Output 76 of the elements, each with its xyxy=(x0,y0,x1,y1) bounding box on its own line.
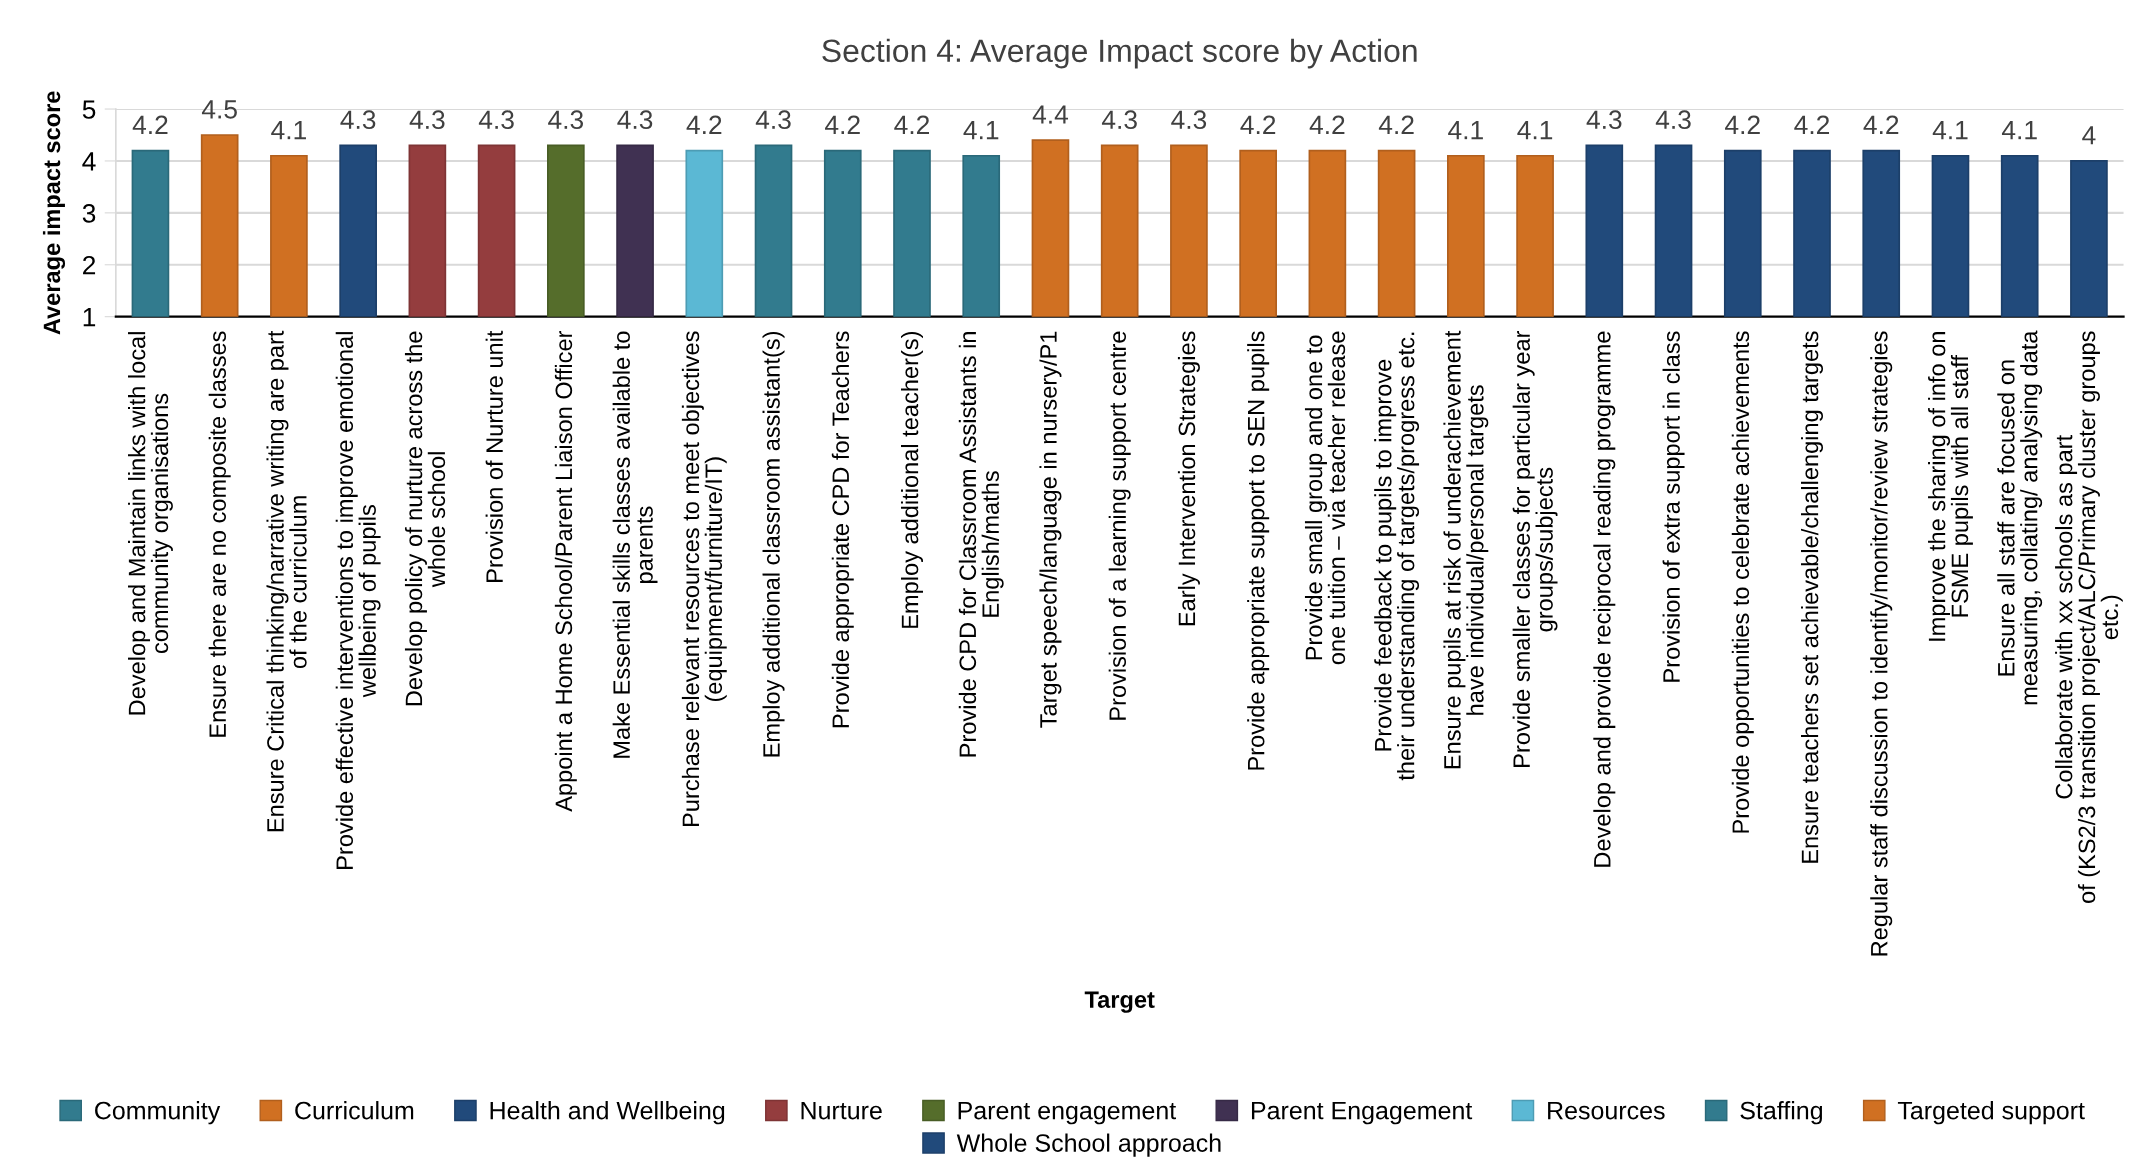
x-tick-label: Ensure Critical thinking/narrative writing are part of the curriculum xyxy=(266,330,307,832)
y-tick-label: 3 xyxy=(82,203,96,223)
data-label: 4.2 xyxy=(686,115,722,134)
legend-label: Parent Engagement xyxy=(1251,1101,1473,1125)
data-label: 4.3 xyxy=(1655,110,1691,130)
x-tick-label: Improve the sharing of info on FSME pupils with all staff xyxy=(1928,332,1973,641)
x-tick-label: Collaborate with xx schools as part of (KS2/3 transition project/ALC/Primary cluster groups etc.) xyxy=(2055,331,2123,903)
data-label: 4.3 xyxy=(1586,110,1622,130)
data-label: 4.1 xyxy=(271,121,306,140)
legend-label: Resources xyxy=(1548,1101,1665,1120)
x-tick-label: Provide feedback to pupils to improve their understanding of targets/progress etc. xyxy=(1374,332,1420,781)
x-tick-label: Provide opportunities to celebrate achievements xyxy=(1731,331,1754,833)
legend-label: Curriculum xyxy=(295,1101,414,1120)
data-label: 4.1 xyxy=(1932,121,1968,140)
y-axis-title: Average impact score xyxy=(42,91,66,335)
data-label: 4.2 xyxy=(1378,115,1414,134)
legend-label: Staffing xyxy=(1740,1101,1823,1125)
data-label: 4.2 xyxy=(894,115,930,134)
x-tick-label: Employ additional teacher(s) xyxy=(900,332,923,628)
data-label: 4.3 xyxy=(478,110,514,130)
x-tick-label: Early Intervention Strategies xyxy=(1177,331,1200,626)
x-tick-label: Provide smaller classes for particular year groups/subjects xyxy=(1512,330,1558,767)
x-tick-label: Ensure teachers set achievable/challenging targets xyxy=(1801,331,1824,863)
data-label: 4.2 xyxy=(132,115,168,134)
y-tick-label: 2 xyxy=(83,255,96,275)
x-tick-label: Provision of extra support in class xyxy=(1662,331,1685,682)
data-label: 4.1 xyxy=(1448,121,1483,140)
legend-label: Parent engagement xyxy=(958,1101,1177,1125)
data-label: 4.3 xyxy=(617,110,653,130)
data-label: 4.2 xyxy=(1794,115,1830,134)
data-label: 4.3 xyxy=(340,110,376,130)
legend-label: Community xyxy=(95,1101,221,1125)
x-tick-label: Purchase relevant resources to meet objectives (equipment/furniture/IT) xyxy=(681,331,727,826)
x-axis-title: Target xyxy=(1084,991,1155,1013)
data-label: 4.3 xyxy=(409,110,445,130)
x-tick-label: Provide small group and one to one tuition – via teacher release xyxy=(1304,331,1346,665)
x-tick-label: Provide effective interventions to improve emotional wellbeing of pupils xyxy=(335,332,381,869)
x-tick-label: Target speech/language in nursery/P1 xyxy=(1039,331,1062,728)
x-tick-label: Develop and provide reciprocal reading programme xyxy=(1593,331,1616,867)
x-tick-label: Make Essential skills classes available to parents xyxy=(612,331,658,758)
x-tick-label: Develop and Maintain links with local community organisations xyxy=(128,332,173,715)
x-tick-label: Employ additional classroom assistant(s) xyxy=(762,332,785,757)
data-label: 4.3 xyxy=(1101,110,1137,130)
chart-title: Section 4: Average Impact score by Action xyxy=(822,38,1417,69)
x-tick-label: Provide CPD for Classroom Assistants in English/maths xyxy=(958,332,1004,757)
y-tick-label: 5 xyxy=(82,100,96,119)
legend-label: Health and Wellbeing xyxy=(490,1101,725,1125)
data-label: 4.1 xyxy=(963,121,999,140)
data-label: 4.1 xyxy=(1517,121,1553,140)
data-label: 4.5 xyxy=(201,100,237,119)
data-label: 4.2 xyxy=(1863,115,1899,134)
x-tick-label: Provide appropriate support to SEN pupils xyxy=(1247,331,1270,770)
legend-label: Whole School approach xyxy=(956,1133,1221,1157)
data-label: 4.2 xyxy=(1240,115,1276,134)
data-label: 4.3 xyxy=(755,110,791,130)
data-label: 4.1 xyxy=(2001,121,2037,140)
data-label: 4.2 xyxy=(825,115,860,134)
data-label: 4 xyxy=(2082,126,2096,145)
x-tick-label: Develop policy of nurture across the whole school xyxy=(404,331,446,706)
x-tick-label: Regular staff discussion to identify/monitor/review strategies xyxy=(1870,331,1893,956)
x-tick-label: Provision of a learning support centre xyxy=(1108,331,1131,720)
legend-label: Targeted support xyxy=(1897,1101,2085,1125)
y-tick-label: 1 xyxy=(83,308,96,327)
y-tick-label: 4 xyxy=(82,152,96,171)
data-label: 4.4 xyxy=(1032,105,1069,124)
x-tick-label: Ensure all staff are focused on measuring, collating/ analysing data xyxy=(1997,330,2043,705)
data-label: 4.2 xyxy=(1309,115,1345,134)
x-tick-label: Ensure there are no composite classes xyxy=(208,331,231,737)
x-tick-label: Provide appropriate CPD for Teachers xyxy=(831,331,854,728)
x-tick-label: Provision of Nurture unit xyxy=(485,330,503,582)
data-label: 4.3 xyxy=(548,110,584,130)
data-label: 4.3 xyxy=(1171,110,1207,130)
x-tick-label: Appoint a Home School/Parent Liaison Officer xyxy=(554,330,577,812)
data-label: 4.2 xyxy=(1725,115,1760,134)
x-tick-label: Ensure pupils at risk of underachievement have individual/personal targets xyxy=(1443,330,1489,769)
legend-label: Nurture xyxy=(801,1101,882,1120)
